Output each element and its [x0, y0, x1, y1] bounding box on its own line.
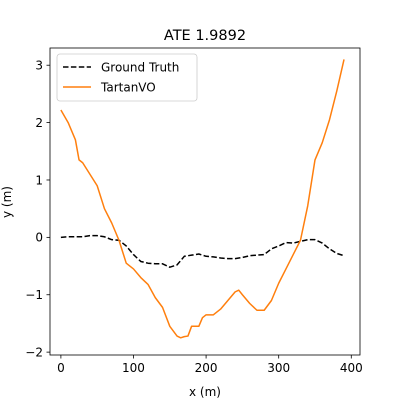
series-line-tartanvo: [60, 59, 345, 339]
plot-frame: [49, 47, 361, 356]
y-tick-label: −1: [25, 288, 43, 302]
y-tick-label: 2: [35, 116, 43, 130]
legend-box: [56, 53, 198, 102]
y-tick-label: 0: [35, 231, 43, 245]
legend-label-ground-truth: Ground Truth: [101, 60, 179, 74]
x-tick-label: 400: [340, 361, 363, 375]
x-tick-label: 200: [195, 361, 218, 375]
y-tick-label: 1: [35, 173, 43, 187]
y-axis-label: y (m): [0, 186, 14, 218]
series-line-ground-truth: [60, 234, 345, 268]
x-axis-label: x (m): [189, 385, 221, 399]
y-tick-label: −2: [25, 345, 43, 359]
x-tick-label: 300: [267, 361, 290, 375]
x-tick-label: 0: [57, 361, 65, 375]
x-tick-label: 100: [122, 361, 145, 375]
chart-title: ATE 1.9892: [164, 28, 246, 44]
y-tick-label: 3: [35, 59, 43, 73]
legend-label-tartanvo: TartanVO: [100, 80, 156, 94]
plot-area: 0 100 200 300 400 −2 −1 0 1 2 3 Ground Truth TartanV…: [25, 47, 363, 375]
